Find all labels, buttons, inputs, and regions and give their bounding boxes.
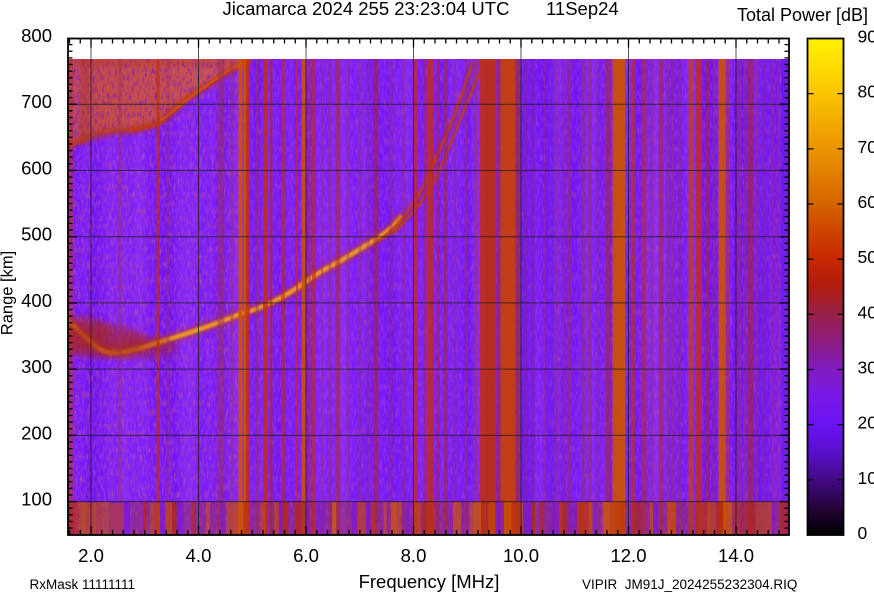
svg-text:14.0: 14.0 [718, 545, 754, 566]
svg-text:Jicamarca 2024 255 23:23:04 UT: Jicamarca 2024 255 23:23:04 UTC [223, 0, 510, 19]
svg-text:80: 80 [858, 82, 874, 102]
svg-text:30: 30 [858, 358, 874, 378]
svg-text:40: 40 [858, 302, 874, 322]
svg-text:VIPIR JM91J_2024255232304.RIQ: VIPIR JM91J_2024255232304.RIQ [582, 577, 797, 592]
svg-text:60: 60 [858, 192, 874, 212]
svg-text:100: 100 [21, 489, 52, 510]
svg-text:RxMask 11111111: RxMask 11111111 [30, 577, 136, 592]
svg-text:Total Power [dB]: Total Power [dB] [737, 5, 868, 25]
svg-text:12.0: 12.0 [610, 545, 646, 566]
svg-text:8.0: 8.0 [401, 545, 427, 566]
svg-text:200: 200 [21, 422, 52, 443]
svg-text:2.0: 2.0 [78, 545, 104, 566]
svg-text:10.0: 10.0 [503, 545, 539, 566]
svg-text:50: 50 [858, 247, 874, 267]
svg-text:300: 300 [21, 356, 52, 377]
svg-text:6.0: 6.0 [293, 545, 319, 566]
svg-text:70: 70 [858, 137, 874, 157]
svg-text:11Sep24: 11Sep24 [546, 0, 619, 19]
svg-text:0: 0 [858, 523, 868, 543]
svg-text:Frequency [MHz]: Frequency [MHz] [359, 571, 500, 592]
svg-text:Range [km]: Range [km] [0, 251, 17, 335]
svg-text:20: 20 [858, 413, 874, 433]
svg-text:4.0: 4.0 [186, 545, 212, 566]
svg-text:10: 10 [858, 468, 874, 488]
svg-text:500: 500 [21, 224, 52, 245]
svg-text:400: 400 [21, 290, 52, 311]
svg-text:700: 700 [21, 91, 52, 112]
svg-text:90: 90 [858, 27, 874, 47]
svg-text:800: 800 [21, 25, 52, 46]
svg-text:600: 600 [21, 158, 52, 179]
